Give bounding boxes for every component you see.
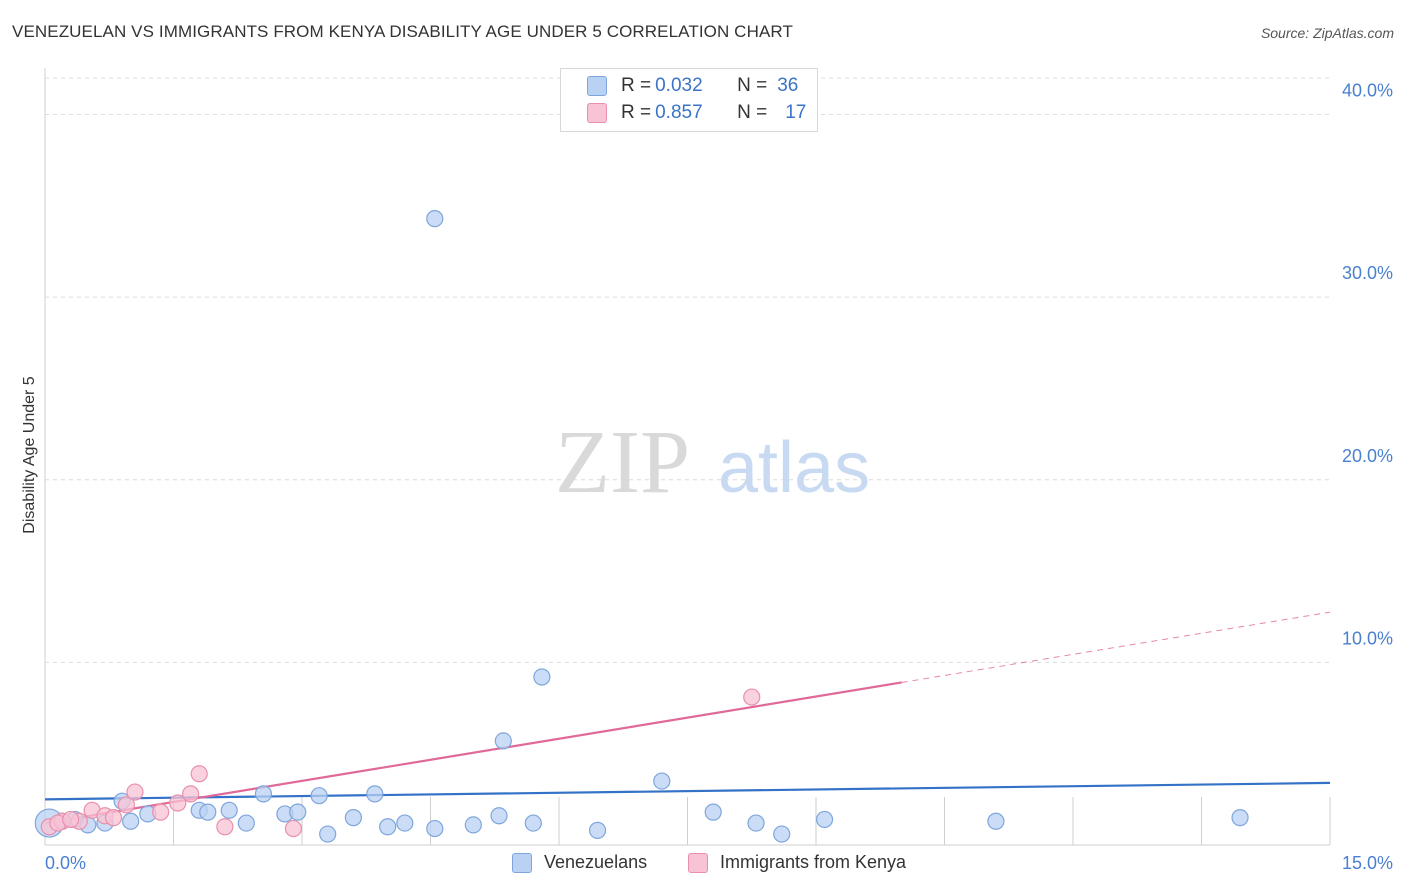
data-point-venezuelans [490, 807, 508, 825]
source-label: Source: ZipAtlas.com [1260, 25, 1394, 41]
y-tick-label: 20.0% [1342, 446, 1393, 466]
data-point-venezuelans [289, 803, 307, 821]
data-point-kenya [743, 688, 761, 706]
data-point-venezuelans [344, 809, 362, 827]
data-point-venezuelans [588, 821, 607, 839]
data-point-venezuelans [310, 787, 328, 805]
data-point-venezuelans [220, 801, 238, 819]
data-point-venezuelans [426, 819, 444, 838]
data-point-venezuelans [533, 668, 551, 686]
bottom-legend-label: Venezuelans [544, 852, 648, 872]
data-point-venezuelans [237, 814, 255, 832]
tick-layer: 10.0% 20.0% 30.0% 40.0% 0.0% 15.0% [45, 81, 1393, 873]
legend-n-label: N = [737, 102, 768, 123]
data-point-venezuelans [987, 812, 1005, 830]
watermark: ZIP atlas [555, 413, 870, 512]
data-point-venezuelans [366, 785, 384, 803]
data-point-kenya [190, 765, 208, 783]
legend-n-value: 36 [777, 75, 799, 96]
data-point-venezuelans [254, 785, 273, 803]
legend-swatch-blue [587, 76, 607, 96]
axes-layer [44, 68, 1331, 846]
legend-r-label: R = [621, 75, 652, 96]
data-point-venezuelans [319, 825, 337, 843]
data-point-kenya [62, 810, 80, 829]
legend-r-value: 0.032 [655, 75, 703, 96]
data-point-venezuelans [815, 810, 834, 829]
trend-layer [44, 611, 1331, 825]
data-point-kenya [284, 819, 303, 838]
data-point-venezuelans [773, 825, 791, 843]
data-point-venezuelans [494, 732, 512, 750]
y-tick-label: 10.0% [1342, 628, 1393, 648]
legend-row-kenya: R = 0.857 N = 17 [587, 101, 806, 125]
bottom-legend-swatch-pink [688, 852, 708, 873]
data-point-venezuelans [747, 814, 765, 832]
legend-row-venezuelans: R = 0.032 N = 36 [587, 74, 798, 98]
bottom-legend-kenya: Immigrants from Kenya [688, 852, 906, 873]
watermark-atlas: atlas [718, 428, 870, 508]
data-point-kenya [117, 796, 135, 814]
data-point-kenya [104, 809, 123, 827]
data-point-venezuelans [464, 816, 482, 834]
legend-r-value: 0.857 [655, 102, 703, 123]
data-point-venezuelans [426, 210, 444, 228]
data-point-venezuelans [122, 812, 140, 830]
data-point-venezuelans [396, 814, 414, 832]
bottom-legend-label: Immigrants from Kenya [720, 852, 907, 872]
legend-swatch-pink [587, 103, 607, 123]
correlation-legend: R = 0.032 N = 36 R = 0.857 N = 17 [560, 68, 818, 132]
bottom-legend-swatch-blue [512, 852, 532, 873]
data-point-venezuelans [704, 803, 722, 821]
grid-layer [45, 77, 1330, 663]
data-point-kenya [169, 794, 187, 812]
chart-title: VENEZUELAN VS IMMIGRANTS FROM KENYA DISA… [12, 22, 793, 41]
data-point-venezuelans [524, 814, 542, 832]
data-point-venezuelans [199, 803, 217, 821]
data-point-kenya [216, 818, 234, 836]
data-point-venezuelans [653, 772, 671, 790]
points-layer [34, 210, 1249, 843]
y-tick-label: 30.0% [1342, 263, 1393, 283]
x-tick-label: 15.0% [1342, 853, 1393, 873]
legend-n-label: N = [737, 75, 768, 96]
watermark-zip: ZIP [555, 413, 690, 512]
data-point-kenya [126, 783, 144, 801]
y-tick-label: 40.0% [1342, 81, 1393, 101]
legend-n-value: 17 [785, 102, 807, 123]
y-axis-label: Disability Age Under 5 [21, 376, 38, 534]
legend-r-label: R = [621, 102, 652, 123]
data-point-venezuelans [1231, 809, 1249, 827]
trend-extension-kenya [901, 611, 1331, 683]
data-point-kenya [182, 785, 200, 803]
data-point-venezuelans [379, 818, 397, 836]
data-point-kenya [152, 803, 170, 821]
x-tick-label: 0.0% [45, 853, 86, 873]
bottom-legend-venezuelans: Venezuelans [512, 852, 647, 873]
